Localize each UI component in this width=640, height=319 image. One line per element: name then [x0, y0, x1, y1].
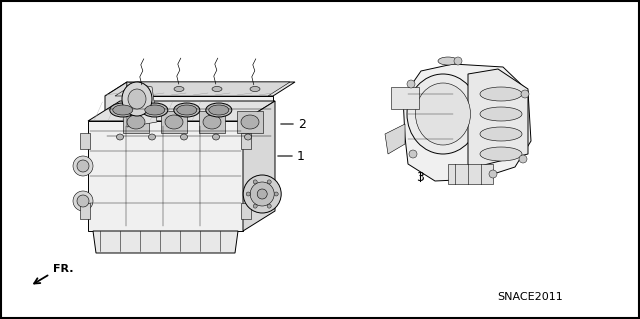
Bar: [241, 203, 251, 219]
Ellipse shape: [180, 134, 188, 140]
Polygon shape: [88, 101, 275, 121]
Ellipse shape: [480, 107, 522, 121]
Ellipse shape: [77, 160, 89, 172]
Bar: [237, 111, 263, 133]
Ellipse shape: [415, 83, 470, 145]
Ellipse shape: [438, 57, 458, 65]
Ellipse shape: [136, 86, 146, 92]
Ellipse shape: [519, 155, 527, 163]
Ellipse shape: [244, 134, 252, 140]
Text: 3: 3: [416, 171, 424, 184]
Ellipse shape: [409, 150, 417, 158]
Ellipse shape: [142, 103, 168, 117]
Text: SNACE2011: SNACE2011: [497, 292, 563, 302]
Bar: [199, 111, 225, 133]
Ellipse shape: [257, 189, 268, 199]
Bar: [80, 203, 90, 219]
Ellipse shape: [128, 89, 146, 109]
Polygon shape: [105, 82, 295, 96]
Bar: [123, 111, 149, 133]
Polygon shape: [127, 82, 157, 127]
Ellipse shape: [268, 204, 271, 208]
Ellipse shape: [253, 204, 257, 208]
Ellipse shape: [148, 134, 156, 140]
Ellipse shape: [113, 105, 133, 115]
Ellipse shape: [274, 192, 278, 196]
Ellipse shape: [480, 127, 522, 141]
Polygon shape: [468, 69, 528, 169]
Bar: [448, 164, 493, 184]
Ellipse shape: [253, 180, 257, 184]
Bar: [391, 87, 419, 109]
Bar: [80, 133, 90, 149]
Text: 2: 2: [298, 117, 306, 130]
Ellipse shape: [268, 180, 271, 184]
Polygon shape: [105, 96, 273, 141]
Polygon shape: [105, 82, 127, 141]
Ellipse shape: [454, 57, 462, 65]
Ellipse shape: [243, 175, 281, 213]
Bar: [161, 111, 187, 133]
Polygon shape: [93, 231, 238, 253]
Ellipse shape: [480, 87, 522, 101]
Ellipse shape: [203, 115, 221, 129]
Ellipse shape: [489, 170, 497, 178]
Polygon shape: [115, 82, 290, 96]
Ellipse shape: [250, 182, 274, 206]
Ellipse shape: [521, 90, 529, 98]
Polygon shape: [403, 64, 531, 181]
Ellipse shape: [206, 103, 232, 117]
Ellipse shape: [77, 195, 89, 207]
Ellipse shape: [212, 134, 220, 140]
Ellipse shape: [212, 86, 222, 92]
Ellipse shape: [73, 156, 93, 176]
Ellipse shape: [250, 86, 260, 92]
Ellipse shape: [122, 82, 152, 116]
Ellipse shape: [407, 74, 479, 154]
Ellipse shape: [407, 80, 415, 88]
Ellipse shape: [174, 86, 184, 92]
Ellipse shape: [127, 115, 145, 129]
Ellipse shape: [480, 147, 522, 161]
Ellipse shape: [241, 115, 259, 129]
Ellipse shape: [209, 105, 229, 115]
Ellipse shape: [145, 105, 165, 115]
Bar: [241, 133, 251, 149]
Ellipse shape: [73, 191, 93, 211]
Ellipse shape: [116, 134, 124, 140]
Ellipse shape: [110, 103, 136, 117]
Ellipse shape: [165, 115, 183, 129]
Polygon shape: [385, 124, 405, 154]
Text: FR.: FR.: [53, 264, 74, 274]
Polygon shape: [88, 121, 243, 231]
Ellipse shape: [177, 105, 197, 115]
Polygon shape: [243, 101, 275, 231]
Ellipse shape: [246, 192, 250, 196]
Text: 1: 1: [297, 150, 305, 162]
Ellipse shape: [174, 103, 200, 117]
